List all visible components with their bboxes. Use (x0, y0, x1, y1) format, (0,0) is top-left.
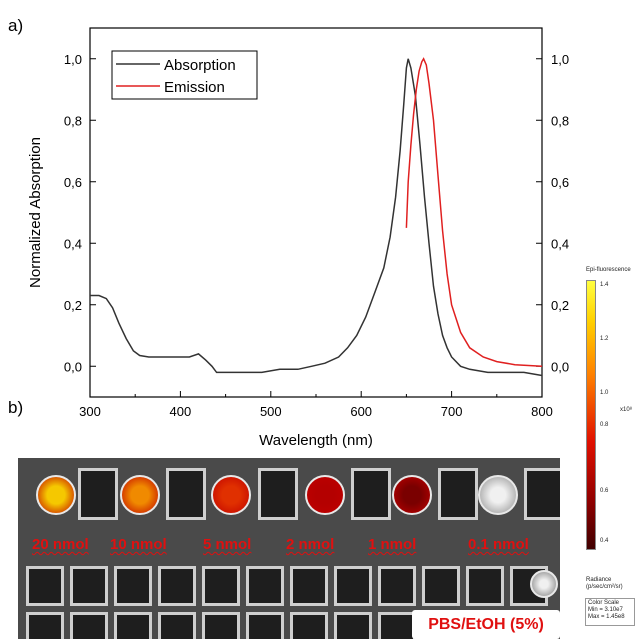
reference-well (530, 570, 558, 598)
empty-well (290, 612, 328, 639)
x-tick-label: 400 (170, 404, 192, 419)
x-tick-label: 700 (441, 404, 463, 419)
empty-well (26, 612, 64, 639)
x-tick-label: 600 (350, 404, 372, 419)
right-y-tick-label: 0,0 (551, 359, 569, 374)
series-line-emission (405, 57, 543, 368)
empty-well (378, 612, 416, 639)
color-scale-max: Max = 1.45e8 (588, 614, 625, 620)
color-scale-title: Color Scale (588, 600, 620, 606)
y-tick-label: 0,6 (64, 175, 82, 190)
fluorescent-spot (478, 475, 518, 515)
fluorescent-spot (120, 475, 160, 515)
empty-well (158, 612, 196, 639)
y-tick-label: 1,0 (64, 52, 82, 67)
empty-well (70, 612, 108, 639)
colorbar-tick: 1.0 (600, 390, 609, 396)
empty-well (466, 566, 504, 606)
concentration-label-20nmol: 20 nmol (32, 536, 89, 553)
empty-well (246, 566, 284, 606)
fluorescent-spot (392, 475, 432, 515)
right-y-tick-label: 0,2 (551, 298, 569, 313)
empty-well (114, 612, 152, 639)
colorbar-tick: 1.2 (600, 336, 609, 342)
well-plate-photo: 20 nmol 10 nmol 5 nmol 2 nmol 1 nmol 0.1… (18, 458, 560, 639)
empty-well (70, 566, 108, 606)
empty-well (351, 468, 391, 520)
x-tick-label: 500 (260, 404, 282, 419)
colorbar-panel: Epi-fluorescence 1.4 1.2 1.0 0.8 0.6 0.4… (572, 262, 639, 639)
colorbar-tick: 0.4 (600, 538, 609, 544)
empty-well (78, 468, 118, 520)
empty-well (378, 566, 416, 606)
empty-well (334, 566, 372, 606)
empty-well (438, 468, 478, 520)
empty-well (422, 566, 460, 606)
empty-well (202, 566, 240, 606)
colorbar-multiplier: x10⁸ (620, 407, 633, 413)
x-tick-label: 800 (531, 404, 553, 419)
empty-well (158, 566, 196, 606)
x-axis-label: Wavelength (nm) (259, 432, 373, 449)
radiance-units: (p/sec/cm²/sr) (586, 584, 623, 590)
colorbar-tick: 0.6 (600, 488, 609, 494)
colorbar-gradient (586, 280, 596, 550)
y-tick-label: 0,0 (64, 359, 82, 374)
empty-well (166, 468, 206, 520)
y-tick-label: 0,4 (64, 236, 82, 251)
y-tick-label: 0,8 (64, 113, 82, 128)
legend-label-absorption: Absorption (164, 57, 236, 74)
empty-well (114, 566, 152, 606)
empty-well (334, 612, 372, 639)
concentration-label-1nmol: 1 nmol (368, 536, 417, 553)
concentration-label-10nmol: 10 nmol (110, 536, 167, 553)
legend-label-emission: Emission (164, 79, 225, 96)
colorbar-title: Epi-fluorescence (586, 267, 631, 273)
right-y-tick-label: 0,8 (551, 113, 569, 128)
color-scale-min: Min = 3.10e7 (588, 607, 623, 613)
right-y-tick-label: 1,0 (551, 52, 569, 67)
empty-well (202, 612, 240, 639)
concentration-label-0-1nmol: 0.1 nmol (468, 536, 529, 553)
panel-label-b: b) (8, 398, 24, 417)
legend-box (111, 50, 258, 100)
right-y-tick-label: 0,4 (551, 236, 569, 251)
panel-label-a: a) (8, 16, 24, 35)
fluorescent-spot (211, 475, 251, 515)
empty-well (26, 566, 64, 606)
color-scale-box: Color Scale Min = 3.10e7 Max = 1.45e8 (585, 598, 635, 626)
fluorescent-spot (36, 475, 76, 515)
solvent-label: PBS/EtOH (5%) (412, 610, 560, 639)
sample-well-row (18, 458, 560, 526)
colorbar-tick: 1.4 (600, 282, 609, 288)
radiance-label: Radiance (586, 577, 612, 583)
spectra-chart: 300 400 500 600 700 800 0,0 0,2 0,4 0,6 0,8 1,0 0,0 0… (27, 27, 569, 449)
empty-well (290, 566, 328, 606)
empty-well (258, 468, 298, 520)
x-tick-label: 300 (79, 404, 101, 419)
fluorescent-spot (305, 475, 345, 515)
y-tick-label: 0,2 (64, 298, 82, 313)
right-y-tick-label: 0,6 (551, 175, 569, 190)
concentration-label-2nmol: 2 nmol (286, 536, 335, 553)
empty-well (524, 468, 560, 520)
empty-well (246, 612, 284, 639)
colorbar-tick: 0.8 (600, 422, 609, 428)
series-line-absorption (90, 58, 543, 377)
concentration-label-5nmol: 5 nmol (203, 536, 252, 553)
y-axis-label: Normalized Absorption (27, 137, 44, 288)
